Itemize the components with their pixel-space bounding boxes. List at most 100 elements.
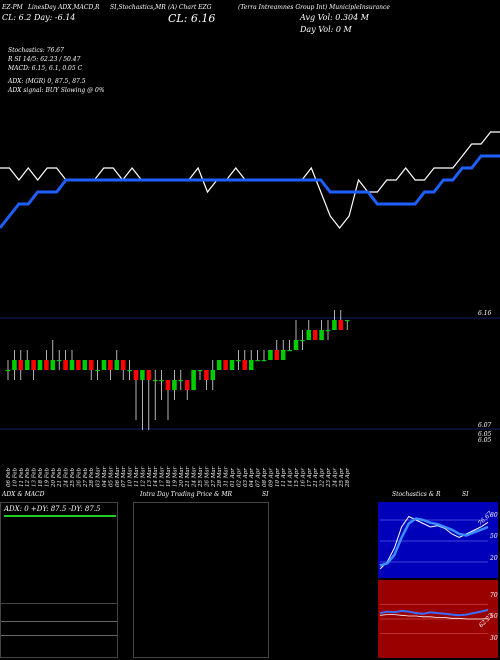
- date-tick-label: 14 Mar: [153, 466, 159, 487]
- date-tick-label: 09 Apr: [268, 468, 274, 487]
- candle: [50, 340, 56, 370]
- date-tick-label: 11 Mar: [134, 466, 140, 487]
- candle-body: [50, 360, 56, 370]
- date-tick-label: 10 Feb: [12, 467, 18, 487]
- candle: [140, 370, 145, 430]
- date-tick-label: 27 Mar: [211, 466, 217, 488]
- candle-body: [338, 320, 344, 330]
- candle-body: [56, 360, 62, 362]
- candle: [31, 360, 36, 380]
- candle-body: [82, 360, 88, 370]
- candle-body: [204, 370, 209, 380]
- candle: [18, 350, 24, 380]
- date-tick-label: 18 Mar: [166, 466, 172, 487]
- header-tag: EZ-PM: [2, 4, 23, 11]
- date-tick-label: 11 Apr: [281, 468, 287, 487]
- candle-body: [120, 360, 126, 370]
- date-tick-label: 19 Feb: [44, 467, 50, 487]
- blue-trend-line: [0, 154, 500, 229]
- readout-macd: MACD: 6.15, 6.1, 0.05 C: [8, 65, 83, 72]
- candle-body: [344, 320, 350, 322]
- rsi-tick-30: 30: [490, 635, 498, 642]
- candle: [76, 360, 81, 370]
- date-tick-label: 10 Apr: [275, 468, 281, 487]
- candle: [63, 350, 68, 370]
- candle-body: [287, 350, 292, 352]
- candle: [293, 320, 299, 350]
- candle-body: [300, 340, 305, 342]
- candle-body: [165, 380, 171, 390]
- candle-body: [12, 360, 17, 370]
- date-tick-label: 25 Mar: [198, 466, 204, 488]
- stoch-d-line: [379, 517, 489, 567]
- date-tick-label: 02 Apr: [236, 468, 242, 487]
- date-tick-label: 20 Mar: [179, 466, 185, 488]
- header-day-open: CL: 6.2 Day: -6.14: [2, 13, 76, 22]
- candle: [191, 370, 196, 390]
- readout-adx-signal: ADX signal: BUY Slowing @ 0%: [8, 87, 105, 94]
- candle: [261, 350, 267, 362]
- candle: [325, 320, 331, 340]
- date-tick-label: 20 Feb: [51, 467, 57, 488]
- candle-body: [242, 360, 248, 370]
- intraday-panel-si: SI: [262, 491, 269, 498]
- date-tick-label: 15 Apr: [294, 468, 300, 487]
- candle: [146, 370, 152, 430]
- candle: [184, 380, 190, 400]
- date-tick-label: 03 Mar: [96, 466, 102, 487]
- candle-body: [255, 360, 260, 362]
- stoch-panel-si: SI: [462, 491, 469, 498]
- candle: [268, 350, 273, 360]
- candle-body: [248, 360, 254, 370]
- candle: [114, 350, 120, 370]
- candle-body: [5, 370, 11, 372]
- candle: [95, 360, 100, 380]
- header-close: CL: 6.16: [168, 12, 216, 25]
- rsi-signal-line: [379, 614, 489, 620]
- header-indicators: LinesDay ADX,MACD,R: [28, 4, 100, 11]
- date-tick-label: 31 Mar: [224, 466, 230, 487]
- candle: [69, 350, 75, 370]
- date-tick-label: 17 Apr: [307, 468, 313, 487]
- candle-body: [261, 360, 267, 362]
- header-day-vol: Day Vol: 0 M: [300, 25, 352, 34]
- candle-body: [76, 360, 81, 370]
- candle: [338, 310, 344, 330]
- price-label-upper: 6.16: [478, 310, 492, 317]
- candle-body: [24, 360, 30, 370]
- date-tick-label: 23 Apr: [326, 468, 332, 488]
- candle: [204, 370, 209, 390]
- candle: [242, 350, 248, 370]
- date-tick-label: 21 Apr: [313, 468, 319, 488]
- price-label-low2: 6.05: [478, 431, 492, 438]
- date-tick-label: 26 Mar: [204, 466, 210, 488]
- candle-body: [280, 350, 286, 360]
- date-tick-label: 17 Mar: [160, 466, 166, 487]
- candle: [101, 360, 107, 370]
- candle: [133, 370, 139, 420]
- adx-panel-title: ADX & MACD: [2, 491, 45, 498]
- candle: [255, 350, 260, 362]
- intraday-panel-title: Intra Day Trading Price & MR: [140, 491, 233, 498]
- rsi-tick-50: 50: [490, 613, 498, 620]
- candle-body: [37, 360, 43, 370]
- date-tick-label: 28 Apr: [345, 468, 351, 488]
- candle-body: [44, 360, 49, 370]
- price-label-low1: 6.07: [478, 422, 492, 429]
- candle: [120, 360, 126, 380]
- date-tick-label: 04 Apr: [249, 468, 255, 487]
- header-company: (Terra Intreamnes Group Int) MunicipleIn…: [238, 4, 390, 11]
- candle-body: [268, 350, 273, 360]
- stoch-tick-50: 50: [490, 533, 498, 540]
- candle: [44, 350, 49, 370]
- adx-macd-panel: ADX: 0 +DY: 87.5 -DY: 87.5: [0, 502, 118, 658]
- candle-body: [140, 370, 145, 380]
- date-tick-label: 08 Apr: [262, 468, 268, 487]
- candle-body: [88, 360, 94, 370]
- date-tick-label: 25 Apr: [339, 468, 345, 488]
- stoch-k-line: [379, 515, 489, 570]
- adx-green-line: [4, 515, 116, 517]
- rsi-line: [379, 608, 489, 617]
- date-tick-label: 24 Apr: [332, 468, 338, 488]
